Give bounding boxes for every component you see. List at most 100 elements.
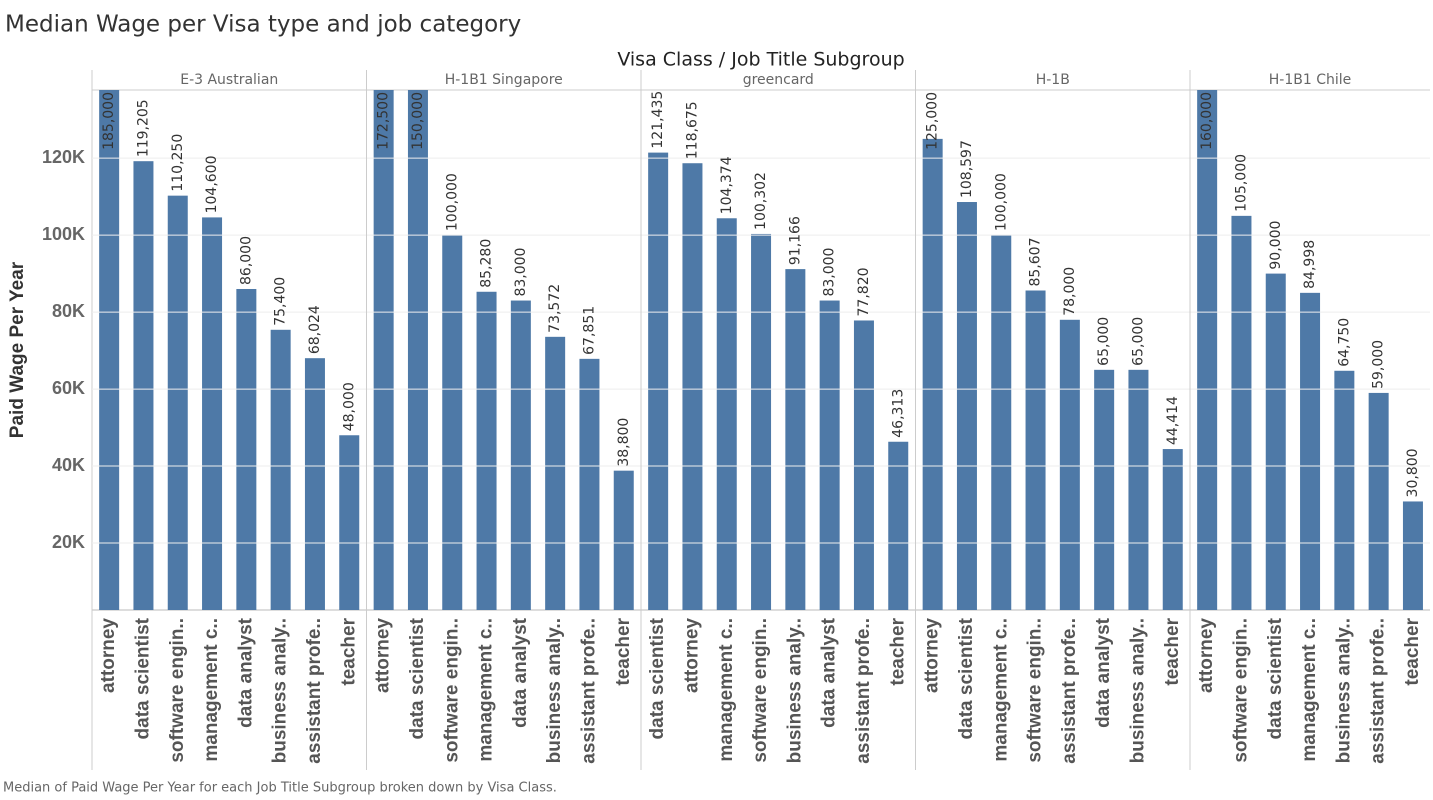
bar <box>236 288 257 610</box>
value-label: 48,000 <box>341 382 357 431</box>
x-title: Visa Class / Job Title Subgroup <box>617 49 904 71</box>
value-label: 67,851 <box>581 306 597 355</box>
x-tick-label: data scientist <box>647 617 668 739</box>
bar <box>545 336 566 610</box>
bar <box>1128 369 1149 610</box>
y-tick-label: 60K <box>52 378 85 398</box>
bar <box>99 90 120 610</box>
value-label: 75,400 <box>273 277 289 326</box>
caption: Median of Paid Wage Per Year for each Jo… <box>3 781 557 796</box>
bar <box>1368 392 1389 610</box>
value-label: 119,205 <box>135 99 151 157</box>
x-tick-label: business analy.. <box>270 618 291 763</box>
x-tick-label: teacher <box>1162 617 1183 685</box>
bar <box>1025 290 1046 610</box>
x-tick-label: data scientist <box>407 617 428 739</box>
bar <box>167 195 188 610</box>
value-label: 86,000 <box>238 236 254 285</box>
bar <box>648 152 669 610</box>
x-tick-label: data scientist <box>1265 617 1286 739</box>
bar <box>407 90 428 610</box>
bar <box>133 161 154 610</box>
value-label: 65,000 <box>1096 317 1112 366</box>
x-tick-label: teacher <box>613 617 634 685</box>
value-label: 46,313 <box>890 389 906 438</box>
value-label: 160,000 <box>1199 92 1215 150</box>
x-tick-label: data analyst <box>1093 617 1114 727</box>
value-label: 84,998 <box>1302 240 1318 289</box>
x-tick-label: attorney <box>98 618 119 693</box>
bar <box>1402 501 1423 610</box>
bar <box>339 435 360 610</box>
bar <box>1231 215 1252 610</box>
x-tick-label: business analy.. <box>544 618 565 763</box>
x-tick-label: data analyst <box>819 617 840 727</box>
bar <box>442 235 463 610</box>
y-tick-label: 80K <box>52 301 85 321</box>
x-tick-label: attorney <box>1196 618 1217 693</box>
x-tick-label: attorney <box>681 618 702 693</box>
value-label: 64,750 <box>1336 318 1352 367</box>
x-tick-label: attorney <box>373 618 394 693</box>
bar <box>785 269 806 610</box>
x-tick-label: data analyst <box>235 617 256 727</box>
value-label: 104,374 <box>719 156 735 214</box>
value-label: 185,000 <box>101 92 117 150</box>
y-tick-label: 40K <box>52 455 85 475</box>
panel-header: E-3 Australian <box>180 72 278 88</box>
bar <box>270 329 291 610</box>
value-label: 90,000 <box>1268 221 1284 270</box>
value-label: 100,000 <box>444 173 460 231</box>
bar <box>922 138 943 610</box>
bar <box>853 320 874 610</box>
x-tick-label: attorney <box>922 618 943 693</box>
x-tick-label: management c.. <box>201 618 222 762</box>
panel-header: H-1B1 Chile <box>1269 72 1352 88</box>
value-label: 121,435 <box>650 91 666 149</box>
bar <box>1334 370 1355 610</box>
bar <box>476 291 497 610</box>
bar <box>510 300 531 610</box>
panel-header: H-1B1 Singapore <box>445 72 563 88</box>
x-tick-label: assistant profe.. <box>1368 618 1389 764</box>
value-label: 150,000 <box>410 92 426 150</box>
value-label: 44,414 <box>1165 396 1181 445</box>
x-tick-label: management c.. <box>716 618 737 762</box>
x-tick-label: business analy.. <box>784 618 805 763</box>
y-tick-label: 100K <box>42 224 85 244</box>
x-tick-label: management c.. <box>990 618 1011 762</box>
x-tick-label: teacher <box>338 617 359 685</box>
chart-title: Median Wage per Visa type and job catego… <box>5 12 521 38</box>
plot-area <box>99 90 1423 610</box>
bar <box>613 470 634 610</box>
value-label: 105,000 <box>1233 154 1249 212</box>
bar <box>888 441 909 610</box>
value-label: 110,250 <box>170 134 186 192</box>
x-tick-label: software engin.. <box>167 618 188 763</box>
value-label: 91,166 <box>787 216 803 265</box>
x-tick-label: assistant profe.. <box>578 618 599 764</box>
value-label: 100,000 <box>993 173 1009 231</box>
value-label: 78,000 <box>1062 267 1078 316</box>
bar <box>956 202 977 610</box>
x-tick-label: assistant profe.. <box>853 618 874 764</box>
x-tick-label: software engin.. <box>1230 618 1251 763</box>
value-label: 73,572 <box>547 284 563 333</box>
bar <box>1162 449 1183 610</box>
x-tick-label: software engin.. <box>1025 618 1046 763</box>
value-label: 85,607 <box>1028 238 1044 287</box>
x-tick-label: assistant profe.. <box>304 618 325 764</box>
bar <box>682 163 703 610</box>
bar <box>304 358 325 610</box>
x-tick-label: business analy.. <box>1333 618 1354 763</box>
bar <box>819 300 840 610</box>
bar <box>373 90 394 610</box>
value-label: 59,000 <box>1371 340 1387 389</box>
x-tick-label: management c.. <box>1299 618 1320 762</box>
bar <box>991 235 1012 610</box>
y-tick-label: 120K <box>42 147 85 167</box>
x-tick-label: software engin.. <box>750 618 771 763</box>
value-label: 77,820 <box>856 267 872 316</box>
value-label: 85,280 <box>479 239 495 288</box>
